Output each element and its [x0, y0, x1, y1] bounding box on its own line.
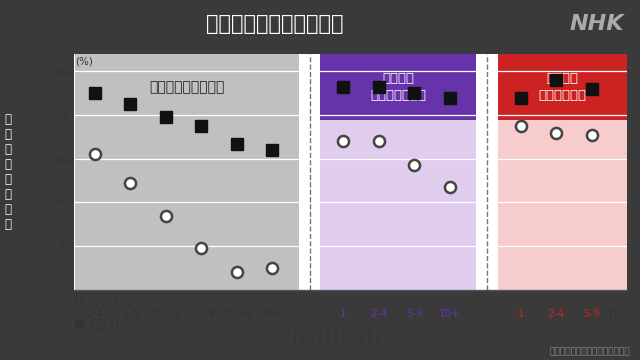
Text: （週）: （週） — [605, 310, 623, 319]
Text: 1: 1 — [517, 310, 524, 319]
Bar — [498, 54, 627, 120]
Text: 2-4: 2-4 — [86, 310, 104, 319]
Text: ファイザー２回接種: ファイザー２回接種 — [150, 80, 225, 94]
Text: 25+: 25+ — [261, 310, 284, 319]
Bar — [76, 54, 299, 120]
Bar — [498, 54, 627, 290]
Text: ■: デルタ株: ■: デルタ株 — [74, 319, 118, 329]
Text: ３回目に
ファイザー接種: ３回目に ファイザー接種 — [371, 72, 426, 102]
Text: イギリス保健当局の資料より作成: イギリス保健当局の資料より作成 — [550, 347, 630, 356]
Text: 2-4: 2-4 — [371, 310, 387, 319]
Text: ３回目に
モデルナ接種: ３回目に モデルナ接種 — [538, 72, 586, 102]
Text: ワクチンの発症予防効果: ワクチンの発症予防効果 — [207, 14, 344, 34]
Text: ワ
ク
チ
ン
の
有
効
性: ワ ク チ ン の 有 効 性 — [4, 113, 11, 231]
Text: 2-4: 2-4 — [548, 310, 564, 319]
Text: 1: 1 — [340, 310, 347, 319]
Text: 5-9: 5-9 — [583, 310, 600, 319]
Text: 15-19: 15-19 — [186, 310, 216, 319]
Text: ワクチン接種後経過期間: ワクチン接種後経過期間 — [287, 329, 379, 343]
Bar — [320, 54, 476, 290]
Text: 5-9: 5-9 — [122, 310, 139, 319]
Text: 5-9: 5-9 — [406, 310, 423, 319]
Bar — [320, 54, 476, 120]
Text: (%): (%) — [76, 56, 93, 66]
Text: 20-24: 20-24 — [222, 310, 252, 319]
Bar — [76, 54, 299, 290]
Text: NHK: NHK — [570, 14, 624, 34]
Text: O: オミクロン株: O: オミクロン株 — [74, 297, 129, 307]
Text: 10+: 10+ — [439, 310, 461, 319]
Text: 10-14: 10-14 — [151, 310, 181, 319]
